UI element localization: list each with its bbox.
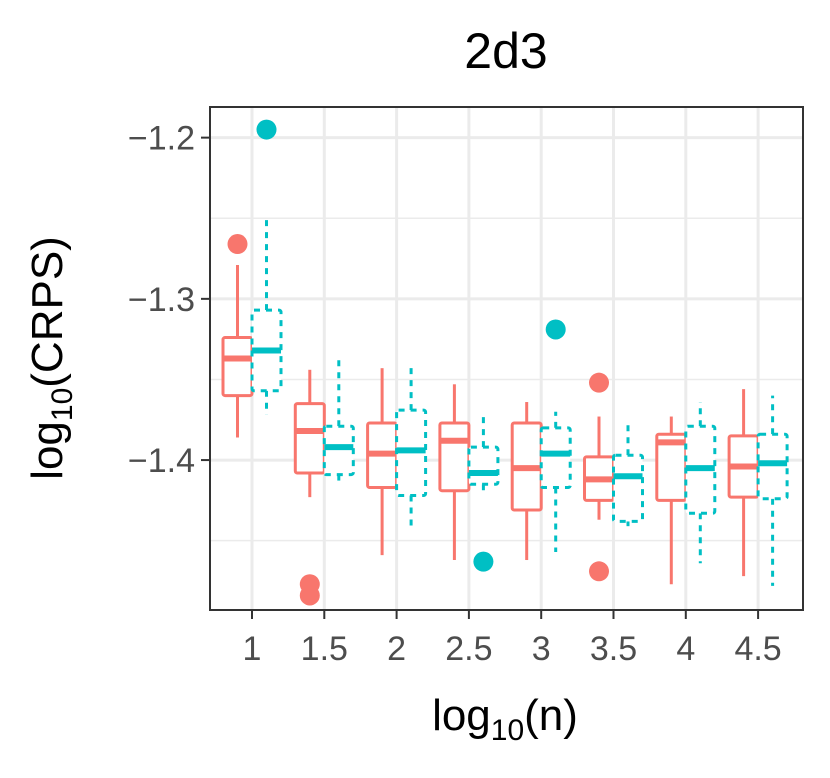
box-series-1-x1.5	[293, 369, 326, 606]
x-tick-label: 4	[676, 630, 695, 668]
box-series-2-x2.5	[467, 414, 500, 572]
y-axis-title-rest: (CRPS)	[23, 236, 72, 388]
x-tick-label: 1.5	[301, 630, 348, 668]
box-iqr	[221, 336, 254, 398]
y-tick-label: −1.4	[128, 442, 195, 480]
box-series-1-x4.5	[727, 389, 760, 577]
outlier-point	[227, 234, 248, 255]
plot-panel	[210, 107, 803, 610]
chart-title: 2d3	[464, 23, 547, 79]
box-series-2-x3.5	[612, 422, 644, 527]
outlier-point	[256, 119, 277, 140]
x-tick-label: 2	[387, 630, 406, 668]
x-axis-title-rest: (n)	[524, 691, 578, 740]
box-iqr	[438, 421, 471, 493]
plot-border	[209, 106, 804, 611]
box-series-1-x3	[510, 402, 543, 561]
x-axis-title-subscript: 10	[491, 714, 524, 747]
box-marks	[221, 119, 789, 606]
box-series-2-x1.5	[322, 355, 355, 485]
x-tick-label: 3.5	[590, 630, 637, 668]
outlier-point	[589, 372, 609, 393]
box-iqr	[293, 402, 326, 475]
box-series-1-x3.5	[583, 372, 615, 582]
box-iqr	[756, 432, 789, 501]
box-series-2-x3	[539, 319, 572, 552]
x-tick-label: 1	[243, 630, 262, 668]
x-axis: 1 1.5 2 2.5 3 3.5 4 4.5	[243, 610, 782, 668]
y-axis: −1.2 −1.3 −1.4	[128, 120, 210, 480]
box-series-1-x2	[366, 368, 399, 556]
x-tick-label: 3	[532, 630, 551, 668]
y-axis-title-subscript: 10	[46, 388, 79, 421]
y-axis-title-base: log	[23, 421, 72, 480]
box-series-2-x4	[684, 402, 717, 564]
outlier-point	[299, 585, 320, 606]
box-iqr	[539, 426, 572, 489]
box-series-2-x1	[250, 119, 283, 415]
y-tick-label: −1.3	[128, 281, 195, 319]
outlier-point	[473, 551, 494, 572]
outlier-point	[545, 319, 566, 340]
box-iqr	[322, 424, 355, 477]
x-tick-label: 2.5	[445, 630, 492, 668]
box-iqr	[612, 453, 644, 523]
box-series-2-x4.5	[756, 395, 789, 586]
y-axis-title: log10(CRPS)	[23, 236, 79, 480]
y-tick-label: −1.2	[128, 120, 195, 158]
box-series-2-x2	[395, 364, 428, 527]
x-axis-title-base: log	[432, 691, 491, 740]
box-iqr	[467, 445, 500, 486]
x-tick-label: 4.5	[734, 630, 781, 668]
x-axis-title: log10(n)	[432, 691, 578, 747]
outlier-point	[589, 561, 609, 582]
box-series-1-x4	[655, 416, 688, 585]
